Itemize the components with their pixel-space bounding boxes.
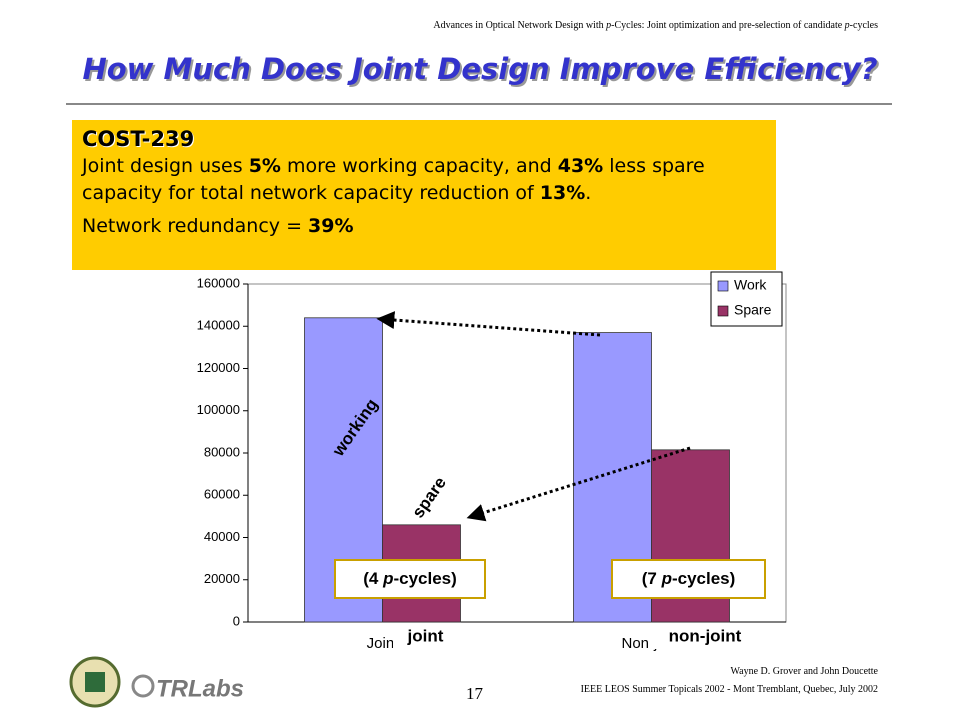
dotted-arrow xyxy=(376,311,601,337)
box-heading: COST-239 xyxy=(82,127,195,151)
text-run: -cycles) xyxy=(393,569,456,588)
title-rule xyxy=(66,103,892,105)
footer-venue: IEEE LEOS Summer Topicals 2002 - Mont Tr… xyxy=(580,684,878,695)
y-tick-label: 100000 xyxy=(197,402,240,417)
label-box xyxy=(393,623,458,649)
y-tick-label: 0 xyxy=(233,613,240,628)
box-paragraph: Network redundancy = 39% xyxy=(82,213,766,240)
legend-swatch xyxy=(717,305,729,317)
page-number: 17 xyxy=(466,684,483,703)
text-box: COST-239 Joint design uses 5% more worki… xyxy=(72,120,776,270)
text-run: p xyxy=(382,569,393,588)
text-run: 5% xyxy=(248,155,281,177)
text-run: Advances in Optical Network Design with xyxy=(433,20,607,31)
text-run: less spare capacity for total network ca… xyxy=(82,155,705,204)
annotation: (7 p-cycles) xyxy=(642,569,736,588)
text-run: Joint design uses xyxy=(82,155,249,177)
text-run: -cycles) xyxy=(672,569,735,588)
y-tick-label: 140000 xyxy=(197,318,240,333)
annotation: joint xyxy=(407,626,444,645)
annotation: (4 p-cycles) xyxy=(363,569,457,588)
slide-title: How Much Does Joint Design Improve Effic… xyxy=(82,52,878,86)
y-tick-label: 120000 xyxy=(197,360,240,375)
text-run: p xyxy=(606,20,612,31)
text-run: 13% xyxy=(539,182,586,204)
y-tick-label: 40000 xyxy=(204,529,240,544)
y-tick-label: 160000 xyxy=(197,275,240,290)
text-run: p xyxy=(844,20,850,31)
label-box xyxy=(611,559,766,599)
dotted-arrow xyxy=(466,446,691,522)
text-run: (4 xyxy=(363,569,383,588)
label-box xyxy=(334,559,486,599)
box-paragraph: Joint design uses 5% more working capaci… xyxy=(82,153,766,207)
legend-label: Work xyxy=(734,277,767,293)
x-tick-label: Joint xyxy=(367,635,400,652)
text-run: -cycles xyxy=(849,20,878,31)
header: Advances in Optical Network Design with … xyxy=(433,20,878,31)
y-tick-label: 80000 xyxy=(204,444,240,459)
text-run: 39% xyxy=(308,215,354,237)
text-run: more working capacity, and xyxy=(280,155,558,177)
text-run: (7 xyxy=(642,569,662,588)
y-tick-label: 20000 xyxy=(204,571,240,586)
text-run: p xyxy=(661,569,672,588)
y-tick-label: 60000 xyxy=(204,487,240,502)
footer-authors: Wayne D. Grover and John Doucette xyxy=(730,666,878,677)
text-run: Network redundancy = xyxy=(82,215,309,237)
annotation: non-joint xyxy=(669,626,742,645)
text-run: . xyxy=(585,182,592,204)
text-run: 43% xyxy=(557,155,604,177)
legend-swatch xyxy=(717,280,729,292)
legend: Work Spare xyxy=(710,271,783,327)
text-run: -Cycles: Joint optimization and pre-sele… xyxy=(611,20,845,31)
legend-label: Spare xyxy=(734,302,772,318)
label-box xyxy=(648,623,762,649)
